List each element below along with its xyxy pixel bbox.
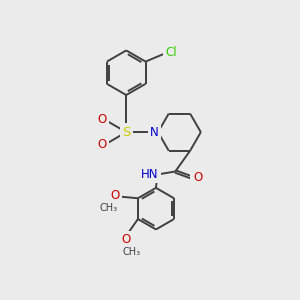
Text: O: O: [110, 189, 119, 202]
Text: CH₃: CH₃: [99, 203, 117, 213]
Text: S: S: [122, 126, 130, 139]
Text: N: N: [150, 126, 159, 139]
Text: O: O: [97, 113, 106, 126]
Text: CH₃: CH₃: [123, 247, 141, 257]
Text: Cl: Cl: [166, 46, 178, 59]
Text: O: O: [122, 233, 131, 246]
Text: O: O: [97, 138, 106, 152]
Text: O: O: [193, 171, 202, 184]
Text: HN: HN: [141, 168, 159, 181]
